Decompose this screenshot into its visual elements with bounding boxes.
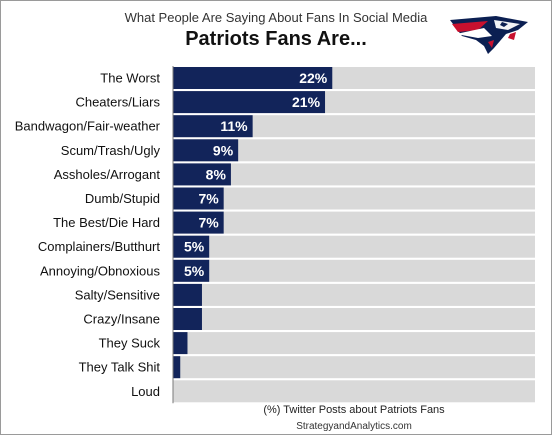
bar-track	[173, 163, 535, 186]
bar	[173, 235, 210, 258]
chart-subtitle: What People Are Saying About Fans In Soc…	[124, 10, 428, 25]
category-label: Cheaters/Liars	[75, 95, 160, 110]
category-label: Assholes/Arrogant	[54, 167, 161, 182]
bar-value-label: 5%	[184, 239, 205, 255]
bar	[173, 283, 202, 306]
bar	[173, 332, 188, 355]
bar-track	[173, 187, 535, 210]
category-label: Dumb/Stupid	[85, 191, 160, 206]
category-label: Loud	[131, 384, 160, 399]
category-label: They Talk Shit	[79, 360, 161, 375]
category-label: They Suck	[99, 336, 161, 351]
bar-track	[173, 235, 535, 258]
bar	[173, 139, 239, 162]
bar	[173, 187, 224, 210]
bar-value-label: 7%	[198, 215, 219, 231]
bar-value-label: 9%	[213, 142, 234, 158]
bar	[173, 356, 181, 379]
bar	[173, 67, 333, 89]
bar-track	[173, 259, 535, 282]
bar	[173, 115, 253, 138]
category-label: The Worst	[100, 71, 160, 86]
category-label: Crazy/Insane	[83, 312, 160, 327]
bar-track	[173, 115, 535, 138]
bar	[173, 163, 231, 186]
bar-track	[173, 356, 535, 379]
bar-track	[173, 380, 535, 403]
bar-value-label: 5%	[184, 263, 205, 279]
bar-track	[173, 211, 535, 234]
bar	[173, 91, 326, 114]
category-label: Annoying/Obnoxious	[40, 263, 160, 278]
category-label: The Best/Die Hard	[53, 215, 160, 230]
bar	[173, 308, 202, 330]
bar-track	[173, 308, 535, 330]
chart-title: Patriots Fans Are...	[185, 28, 367, 50]
bar-value-label: 21%	[292, 94, 321, 110]
category-label: Salty/Sensitive	[75, 287, 160, 302]
patriots-logo-icon	[450, 16, 528, 54]
bar-value-label: 7%	[198, 191, 219, 207]
bar	[173, 211, 224, 234]
bar	[173, 259, 210, 282]
bar-value-label: 8%	[206, 166, 227, 182]
category-label: Complainers/Butthurt	[38, 239, 160, 254]
bar-value-label: 11%	[220, 118, 248, 134]
bar-value-label: 22%	[299, 70, 328, 86]
bar-track	[173, 139, 535, 162]
category-label: Bandwagon/Fair-weather	[15, 119, 161, 134]
source-credit: StrategyandAnalytics.com	[296, 421, 412, 432]
bar-track	[173, 332, 535, 355]
bar-track	[173, 283, 535, 306]
category-label: Scum/Trash/Ugly	[61, 143, 161, 158]
x-axis-label: (%) Twitter Posts about Patriots Fans	[263, 404, 445, 416]
